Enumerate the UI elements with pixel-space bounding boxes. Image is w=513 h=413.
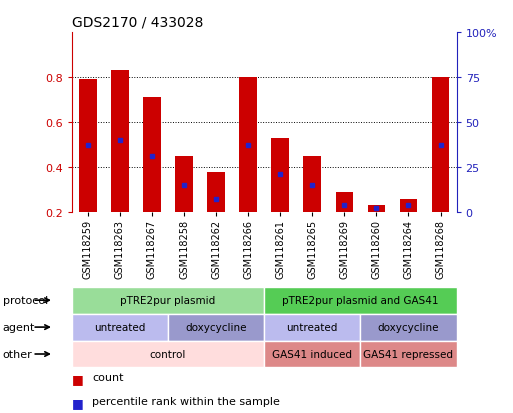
Bar: [368, 206, 385, 213]
Bar: [72, 314, 168, 341]
Bar: [72, 287, 264, 314]
Bar: [360, 314, 457, 341]
Text: doxycycline: doxycycline: [378, 322, 439, 332]
Bar: [79, 80, 96, 213]
Bar: [400, 199, 417, 213]
Bar: [143, 98, 161, 213]
Bar: [360, 341, 457, 368]
Text: doxycycline: doxycycline: [185, 322, 247, 332]
Bar: [264, 314, 360, 341]
Bar: [240, 78, 257, 213]
Bar: [111, 71, 129, 213]
Bar: [168, 314, 264, 341]
Bar: [432, 78, 449, 213]
Text: other: other: [3, 349, 32, 359]
Bar: [271, 139, 289, 213]
Text: percentile rank within the sample: percentile rank within the sample: [92, 396, 280, 406]
Text: count: count: [92, 372, 124, 382]
Bar: [304, 157, 321, 213]
Text: GDS2170 / 433028: GDS2170 / 433028: [72, 15, 203, 29]
Text: ■: ■: [72, 372, 84, 385]
Bar: [264, 341, 360, 368]
Text: untreated: untreated: [94, 322, 146, 332]
Text: ■: ■: [72, 396, 84, 409]
Text: GAS41 repressed: GAS41 repressed: [364, 349, 453, 359]
Bar: [72, 341, 264, 368]
Text: control: control: [150, 349, 186, 359]
Text: untreated: untreated: [287, 322, 338, 332]
Text: pTRE2pur plasmid: pTRE2pur plasmid: [121, 295, 215, 306]
Bar: [336, 192, 353, 213]
Bar: [175, 157, 193, 213]
Text: protocol: protocol: [3, 295, 48, 306]
Text: GAS41 induced: GAS41 induced: [272, 349, 352, 359]
Text: pTRE2pur plasmid and GAS41: pTRE2pur plasmid and GAS41: [282, 295, 439, 306]
Bar: [207, 172, 225, 213]
Text: agent: agent: [3, 322, 35, 332]
Bar: [264, 287, 457, 314]
